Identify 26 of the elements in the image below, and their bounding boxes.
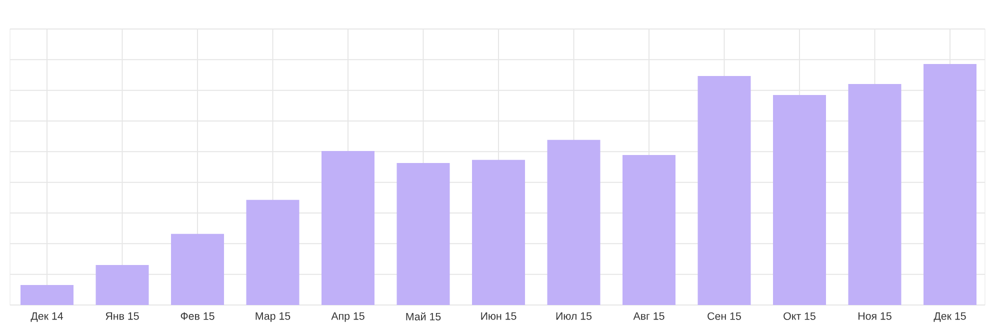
x-tick-label: Дек 14 — [30, 312, 64, 322]
bar — [322, 150, 375, 305]
bar — [246, 200, 300, 305]
x-tick-label: Июл 15 — [556, 312, 592, 320]
x-tick-label: Авг 15 — [633, 312, 664, 320]
bar — [96, 264, 149, 305]
bar — [924, 64, 976, 305]
x-tick-label: Сен 15 — [708, 312, 741, 320]
bar — [20, 284, 74, 305]
x-tick-label: Дек 15 — [934, 312, 966, 322]
bar — [396, 163, 450, 305]
bar — [472, 160, 526, 305]
bar — [171, 234, 224, 305]
bar — [698, 76, 751, 305]
bar — [547, 140, 600, 305]
x-tick-label: Апр 15 — [331, 312, 364, 322]
x-tick-label: Ноя 15 — [858, 312, 892, 320]
x-tick-label: Янв 15 — [106, 312, 139, 320]
bar — [773, 95, 826, 305]
x-tick-label: Фев 15 — [180, 312, 214, 320]
x-tick-label: Мар 15 — [256, 312, 290, 322]
x-tick-label: Окт 15 — [784, 312, 816, 320]
bar — [622, 155, 676, 305]
x-tick-label: Май 15 — [406, 312, 441, 320]
x-tick-label: Июн 15 — [481, 312, 516, 320]
bar — [848, 84, 902, 305]
